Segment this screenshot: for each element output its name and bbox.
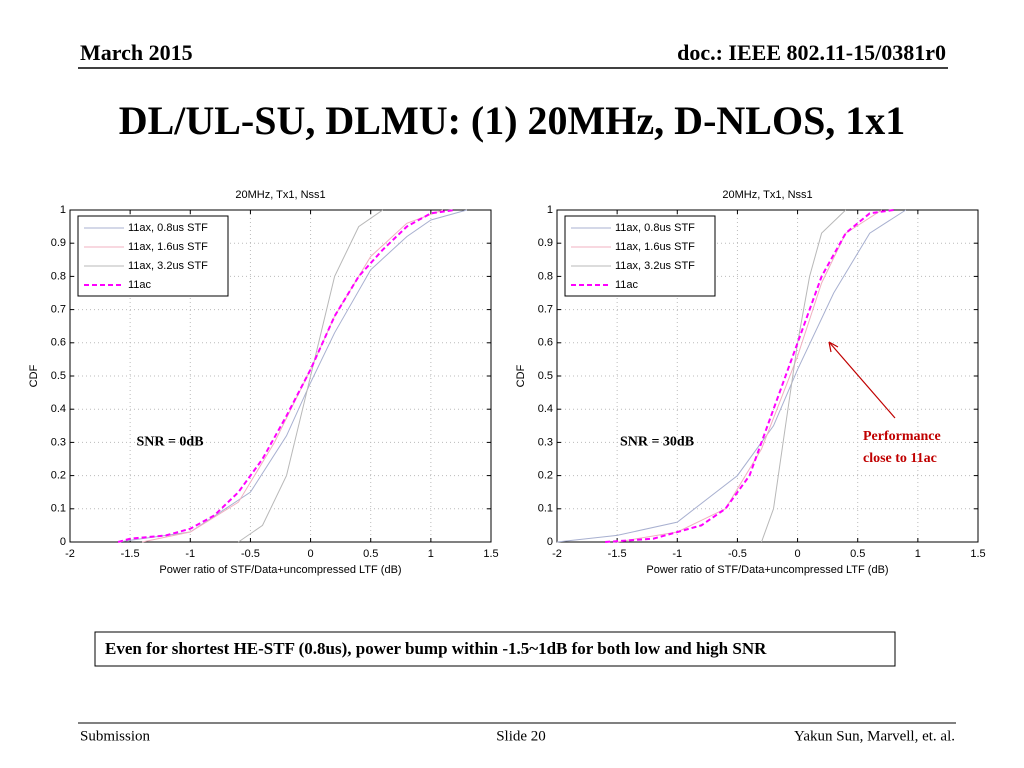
x-tick-label: -1 [672,548,682,560]
legend-box [564,215,716,297]
callout: close to 11ac [863,451,937,466]
header-date: March 2015 [80,40,193,65]
y-tick-label: 0.3 [51,436,66,448]
y-axis-label: CDF [515,364,527,387]
x-tick-label: 1.5 [970,548,985,560]
y-tick-label: 0.8 [538,270,553,282]
footer-center: Slide 20 [496,728,546,744]
footer-right: Yakun Sun, Marvell, et. al. [794,728,955,744]
legend-label: 11ax, 1.6us STF [128,241,208,253]
y-tick-label: 0.8 [51,270,66,282]
x-tick-label: -1 [185,548,195,560]
annotation: SNR = 0dB [136,435,203,450]
note: Even for shortest HE-STF (0.8us), power … [105,639,767,658]
y-tick-label: 0.7 [538,304,553,316]
y-tick-label: 0 [60,536,66,548]
legend-label: 11ac [128,279,152,291]
y-tick-label: 0.3 [538,436,553,448]
callout: Performance [863,429,941,444]
header-doc: doc.: IEEE 802.11-15/0381r0 [677,40,946,65]
x-axis-label: Power ratio of STF/Data+uncompressed LTF… [646,564,888,576]
x-tick-label: 0 [308,548,314,560]
x-tick-label: 0 [795,548,801,560]
y-tick-label: 0 [547,536,553,548]
legend-label: 11ac [615,279,639,291]
chart-title: 20MHz, Tx1, Nss1 [235,189,325,201]
y-tick-label: 0.4 [538,403,553,415]
x-tick-label: -0.5 [728,548,747,560]
callout-arrow [828,341,896,419]
y-tick-label: 0.5 [51,370,66,382]
x-tick-label: 1.5 [483,548,498,560]
x-tick-label: -0.5 [241,548,260,560]
note-box [94,631,896,667]
series-line [118,209,468,543]
axes-box [556,209,979,543]
x-axis-label: Power ratio of STF/Data+uncompressed LTF… [159,564,401,576]
y-tick-label: 0.6 [538,337,553,349]
x-tick-label: 0.5 [850,548,865,560]
annotation: SNR = 30dB [620,435,694,450]
x-tick-label: -1.5 [121,548,140,560]
legend-label: 11ax, 0.8us STF [128,222,208,234]
x-tick-label: -1.5 [608,548,627,560]
footer-left: Submission [80,728,151,744]
series-line [761,209,847,543]
legend-box [77,215,229,297]
y-tick-label: 0.2 [51,470,66,482]
x-tick-label: 1 [428,548,434,560]
series-line [142,209,444,543]
legend-label: 11ax, 3.2us STF [615,260,695,272]
y-tick-label: 0.9 [51,237,66,249]
series-line [556,209,907,543]
y-tick-label: 1 [60,204,66,216]
y-tick-label: 0.5 [538,370,553,382]
chart-title: 20MHz, Tx1, Nss1 [722,189,812,201]
x-tick-label: -2 [65,548,75,560]
series-line [117,209,456,543]
series-line [238,209,383,543]
slide-title: DL/UL-SU, DLMU: (1) 20MHz, D-NLOS, 1x1 [119,98,906,143]
y-tick-label: 0.6 [51,337,66,349]
y-tick-label: 1 [547,204,553,216]
y-tick-label: 0.1 [538,503,553,515]
x-tick-label: 0.5 [363,548,378,560]
y-axis-label: CDF [28,364,40,387]
y-tick-label: 0.9 [538,237,553,249]
legend-label: 11ax, 0.8us STF [615,222,695,234]
legend-label: 11ax, 1.6us STF [615,241,695,253]
y-tick-label: 0.1 [51,503,66,515]
y-tick-label: 0.2 [538,470,553,482]
series-line [605,209,894,543]
callout-arrowhead [828,341,839,353]
x-tick-label: 1 [915,548,921,560]
x-tick-label: -2 [552,548,562,560]
legend-label: 11ax, 3.2us STF [128,260,208,272]
axes-box [69,209,492,543]
y-tick-label: 0.7 [51,304,66,316]
y-tick-label: 0.4 [51,403,66,415]
